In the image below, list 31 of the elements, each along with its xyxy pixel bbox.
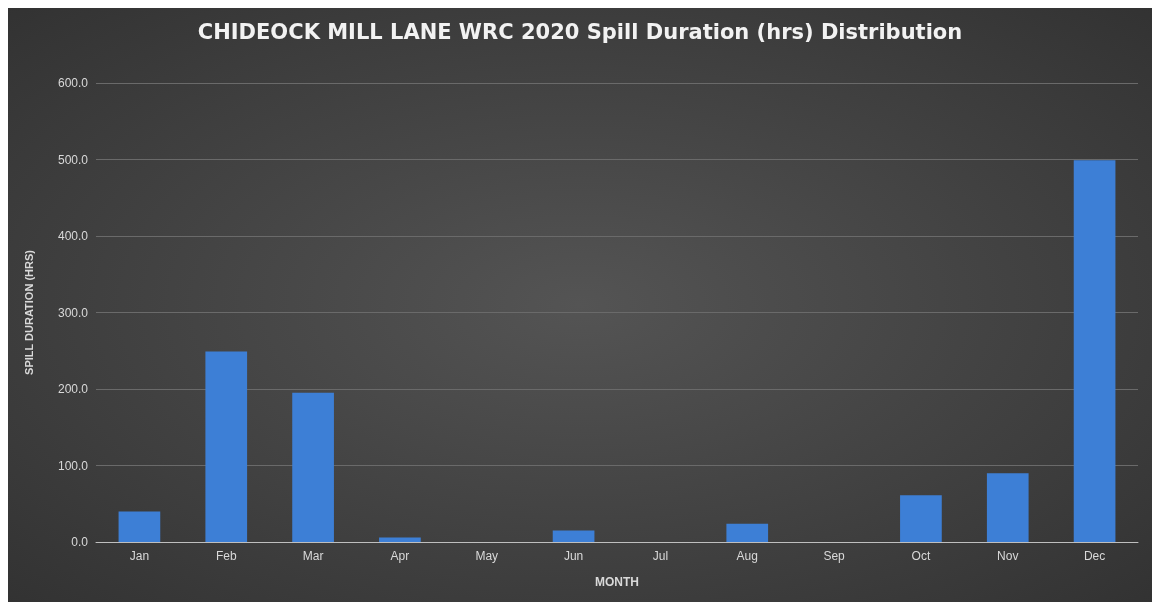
y-axis-title: SPILL DURATION (HRS) — [22, 249, 35, 375]
x-tick-label: May — [475, 549, 499, 563]
bar — [900, 495, 942, 542]
x-tick-label: Feb — [215, 549, 237, 563]
y-tick-label: 300.0 — [57, 305, 89, 320]
bar — [379, 537, 421, 542]
bar — [726, 523, 769, 542]
bar — [118, 511, 161, 542]
y-tick-label: 600.0 — [57, 76, 89, 90]
x-tick-label: Mar — [302, 549, 324, 563]
x-tick-label: Dec — [1083, 549, 1106, 563]
x-tick-label: Aug — [736, 549, 758, 563]
y-tick-label: 400.0 — [57, 229, 89, 243]
x-tick-label: Jul — [652, 549, 669, 563]
bar — [292, 392, 334, 542]
x-tick-label: Nov — [997, 549, 1019, 563]
x-axis-title: MONTH — [595, 575, 639, 589]
y-tick-label: 0.0 — [71, 535, 89, 549]
bar — [1073, 160, 1116, 542]
y-tick-label: 500.0 — [57, 152, 89, 167]
y-tick-label: 200.0 — [57, 382, 89, 396]
x-tick-label: Oct — [911, 549, 931, 563]
x-tick-label: Jan — [129, 549, 150, 563]
y-tick-label: 100.0 — [57, 458, 89, 473]
bar — [205, 351, 248, 542]
bar — [986, 473, 1029, 542]
bar — [552, 530, 595, 542]
x-tick-label: Jun — [563, 549, 584, 563]
x-tick-label: Apr — [390, 549, 410, 563]
chart-title: CHIDEOCK MILL LANE WRC 2020 Spill Duration (hrs) Distribution — [197, 19, 963, 44]
x-tick-label: Sep — [823, 549, 846, 563]
